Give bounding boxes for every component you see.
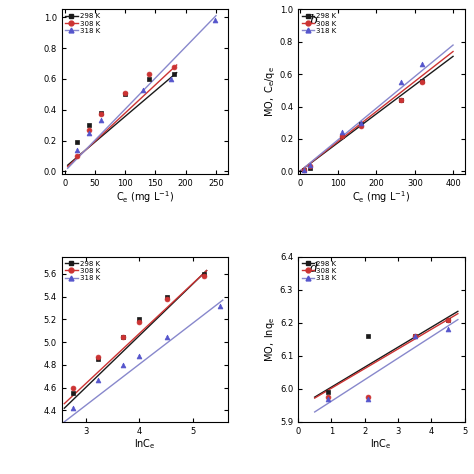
Legend: 298 K, 308 K, 318 K: 298 K, 308 K, 318 K bbox=[64, 259, 101, 283]
Legend: 298 K, 308 K, 318 K: 298 K, 308 K, 318 K bbox=[300, 259, 338, 283]
Legend: 298 K, 308 K, 318 K: 298 K, 308 K, 318 K bbox=[64, 11, 101, 35]
Y-axis label: $\mathrm{MO,\ lnq_e}$: $\mathrm{MO,\ lnq_e}$ bbox=[263, 317, 277, 362]
X-axis label: $\mathrm{lnC_e}$: $\mathrm{lnC_e}$ bbox=[134, 437, 155, 451]
Text: d: d bbox=[310, 262, 318, 275]
X-axis label: $\mathrm{C_e\ (mg\ L^{-1})}$: $\mathrm{C_e\ (mg\ L^{-1})}$ bbox=[116, 190, 174, 206]
Legend: 298 K, 308 K, 318 K: 298 K, 308 K, 318 K bbox=[300, 11, 338, 35]
X-axis label: $\mathrm{C_e\ (mg\ L^{-1})}$: $\mathrm{C_e\ (mg\ L^{-1})}$ bbox=[352, 190, 410, 206]
Y-axis label: $\mathrm{MO,\ C_e/q_e}$: $\mathrm{MO,\ C_e/q_e}$ bbox=[263, 66, 277, 118]
X-axis label: $\mathrm{lnC_e}$: $\mathrm{lnC_e}$ bbox=[371, 437, 392, 451]
Text: b: b bbox=[310, 14, 318, 27]
